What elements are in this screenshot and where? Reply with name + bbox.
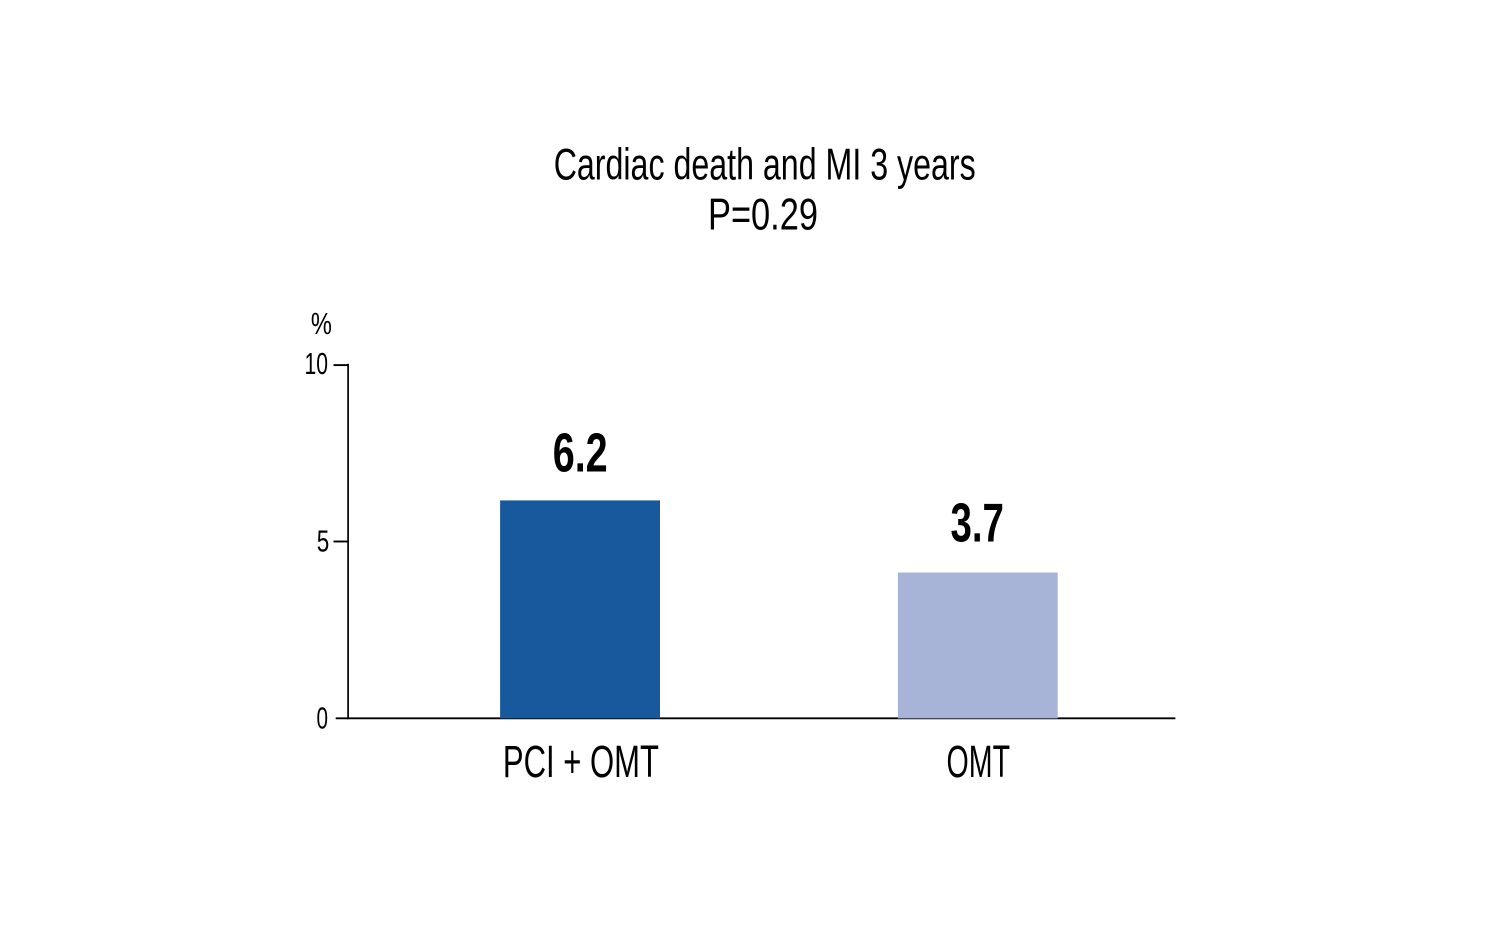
svg-text:OMT: OMT [947,736,1011,787]
svg-text:5: 5 [317,525,330,558]
svg-text:6.2: 6.2 [553,421,608,483]
svg-text:Cardiac death and MI 3 years: Cardiac death and MI 3 years [554,140,976,189]
svg-text:%: % [311,308,332,341]
svg-text:0: 0 [317,703,329,736]
svg-text:10: 10 [305,348,329,381]
svg-text:PCI + OMT: PCI + OMT [503,736,659,787]
svg-text:3.7: 3.7 [950,491,1004,553]
svg-text:P=0.29: P=0.29 [708,191,818,240]
